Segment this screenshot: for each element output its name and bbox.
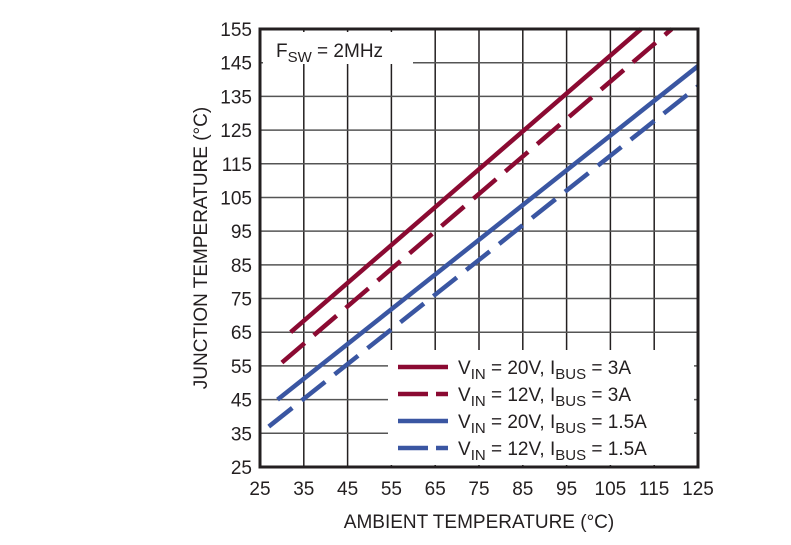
- legend-label: VIN = 20V, IBUS = 3A: [458, 358, 631, 383]
- x-tick-label: 65: [425, 479, 446, 500]
- y-tick-label: 75: [231, 290, 252, 311]
- x-tick-label: 115: [639, 479, 669, 500]
- x-axis-label: AMBIENT TEMPERATURE (°C): [344, 512, 614, 533]
- annotation-label: FSW = 2MHz: [276, 41, 383, 66]
- series-line: [276, 64, 700, 402]
- y-tick-label: 155: [220, 20, 252, 41]
- x-tick-label: 95: [556, 479, 577, 500]
- legend-label: VIN = 12V, IBUS = 3A: [458, 385, 631, 410]
- y-tick-label: 55: [231, 357, 252, 378]
- annotation-bg: [263, 32, 413, 64]
- plot-frame: [258, 27, 700, 469]
- x-tick-label: 105: [595, 479, 627, 500]
- y-tick-label: 65: [231, 323, 252, 344]
- legend-label: VIN = 12V, IBUS = 1.5A: [458, 439, 647, 464]
- x-tick-label: 35: [293, 479, 314, 500]
- x-tick-label: 125: [682, 479, 714, 500]
- y-tick-label: 145: [220, 54, 252, 75]
- x-tick-label: 85: [512, 479, 533, 500]
- y-tick-label: 95: [231, 222, 252, 243]
- y-tick-label: 105: [220, 188, 252, 209]
- y-tick-label: 35: [231, 424, 252, 445]
- y-tick-label: 45: [231, 391, 252, 412]
- legend-label: VIN = 20V, IBUS = 1.5A: [458, 412, 647, 437]
- y-axis-label: JUNCTION TEMPERATURE (°C): [191, 107, 212, 389]
- series-line: [280, 27, 674, 365]
- x-tick-label: 45: [337, 479, 358, 500]
- x-tick-label: 25: [249, 479, 270, 500]
- y-tick-label: 85: [231, 256, 252, 277]
- x-tick-label: 75: [468, 479, 489, 500]
- x-tick-label: 55: [381, 479, 402, 500]
- y-tick-label: 25: [231, 458, 252, 479]
- y-tick-label: 125: [220, 121, 252, 142]
- y-tick-label: 115: [222, 155, 252, 176]
- series-line: [289, 27, 643, 334]
- y-tick-label: 135: [220, 87, 252, 108]
- series-line: [267, 84, 700, 429]
